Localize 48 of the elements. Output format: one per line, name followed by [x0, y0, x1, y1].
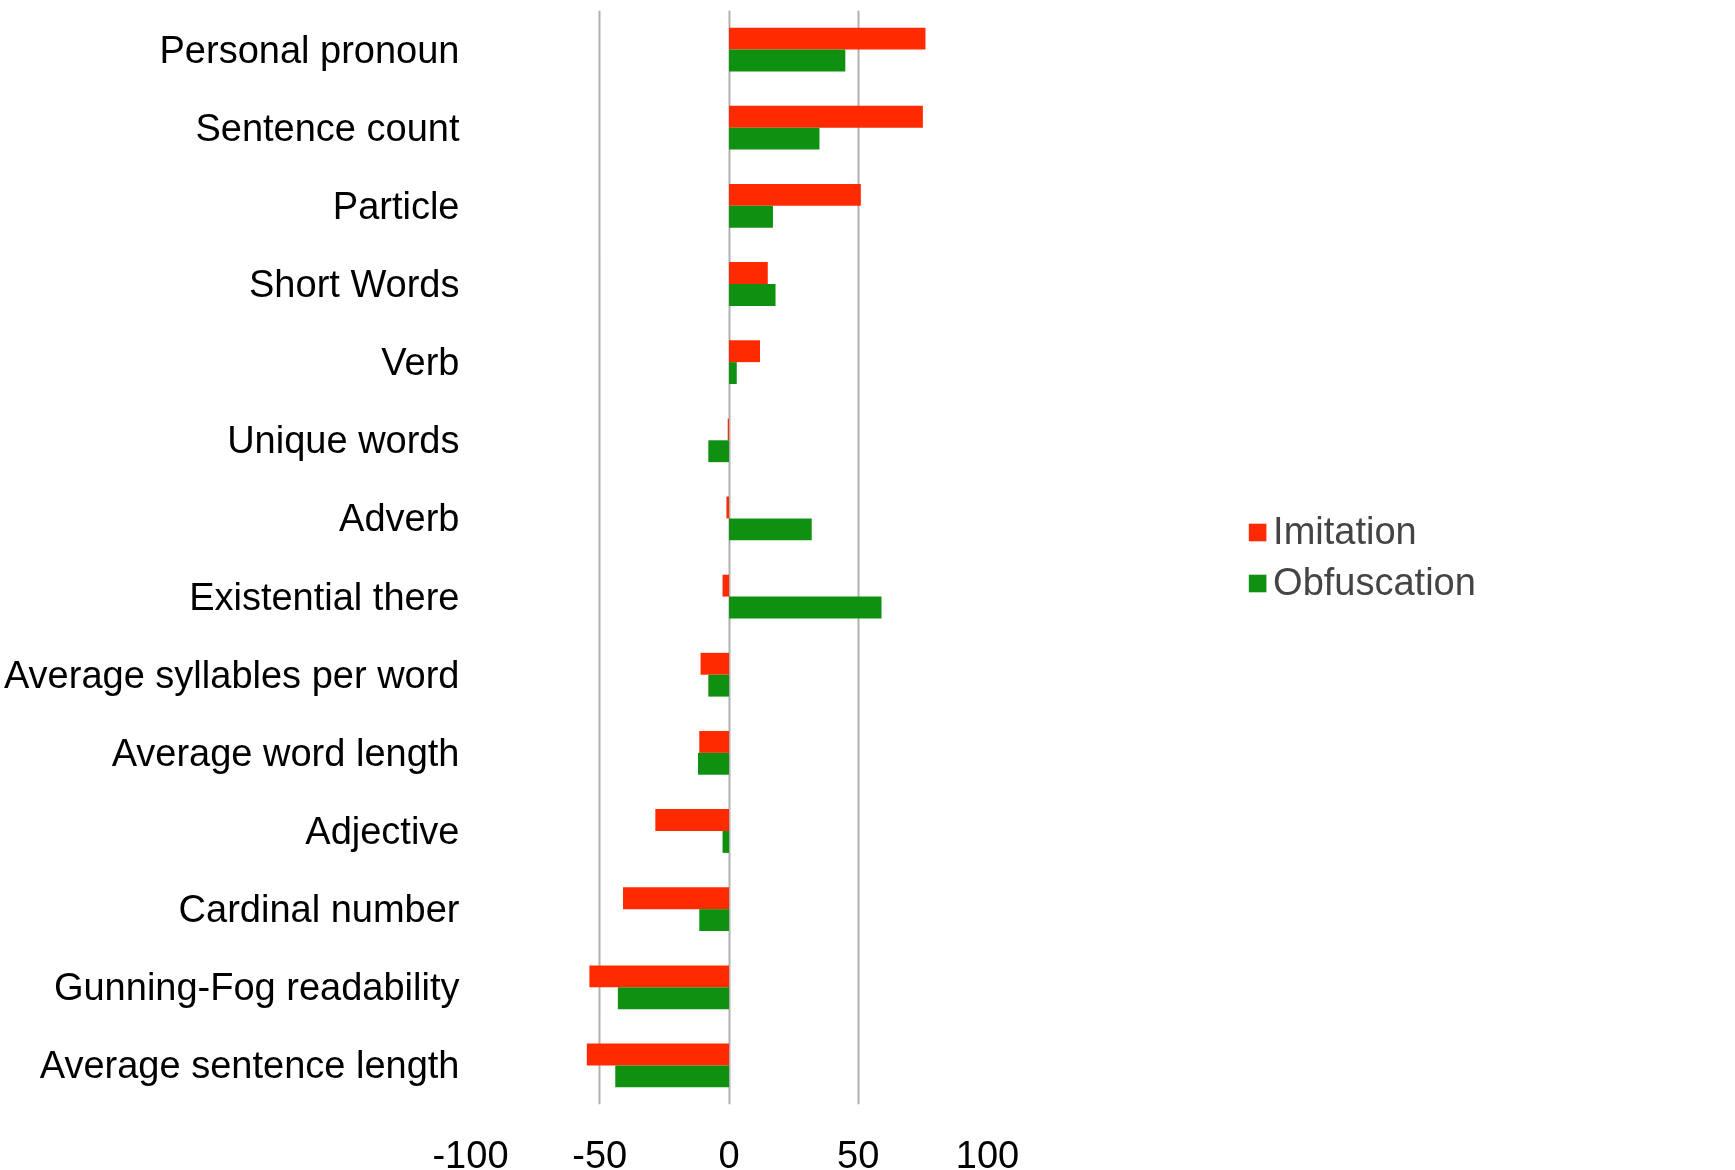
bar [655, 809, 729, 831]
bar [617, 987, 729, 1010]
bar [700, 652, 729, 675]
y-tick-label: Average syllables per word [3, 653, 460, 696]
y-tick-label: Verb [381, 341, 460, 384]
legend-label: Obfuscation [1273, 561, 1476, 604]
x-tick-label: 100 [955, 1133, 1020, 1170]
y-tick-label: Average word length [111, 731, 460, 774]
bar [699, 909, 729, 932]
bar [623, 887, 729, 910]
x-tick-label: -100 [432, 1133, 509, 1170]
bar [722, 831, 729, 853]
bar [722, 574, 729, 597]
y-tick-label: Cardinal number [178, 888, 460, 931]
bar [589, 965, 729, 988]
legend-label: Imitation [1273, 510, 1417, 553]
bar [729, 105, 923, 128]
x-tick-label: -50 [572, 1133, 628, 1170]
bar [729, 27, 926, 50]
bar [726, 496, 729, 519]
y-tick-label: Adverb [339, 497, 460, 540]
bar [699, 730, 729, 753]
bar [729, 205, 773, 228]
y-tick-label: Average sentence length [39, 1044, 460, 1087]
x-tick-label: 50 [837, 1133, 880, 1170]
y-tick-label: Particle [332, 184, 460, 227]
y-tick-label: Unique words [227, 419, 460, 462]
bar [729, 596, 882, 619]
y-tick-label: Short Words [249, 263, 460, 305]
bar [708, 674, 729, 697]
bar [615, 1065, 729, 1088]
bar [729, 284, 776, 306]
bar [708, 440, 729, 463]
y-tick-label: Sentence count [195, 106, 460, 149]
bar [729, 262, 768, 284]
y-tick-label: Personal pronoun [159, 28, 460, 71]
bar [729, 127, 820, 150]
bar [729, 518, 812, 541]
y-tick-label: Adjective [305, 810, 460, 852]
y-tick-label: Existential there [189, 575, 460, 618]
bar [729, 362, 737, 385]
bar [729, 49, 846, 72]
y-tick-label: Gunning-Fog readability [53, 966, 460, 1009]
x-tick-label: 0 [718, 1133, 740, 1170]
bar [729, 183, 861, 206]
bar [729, 340, 761, 363]
bar [586, 1043, 729, 1066]
bar [697, 752, 729, 775]
